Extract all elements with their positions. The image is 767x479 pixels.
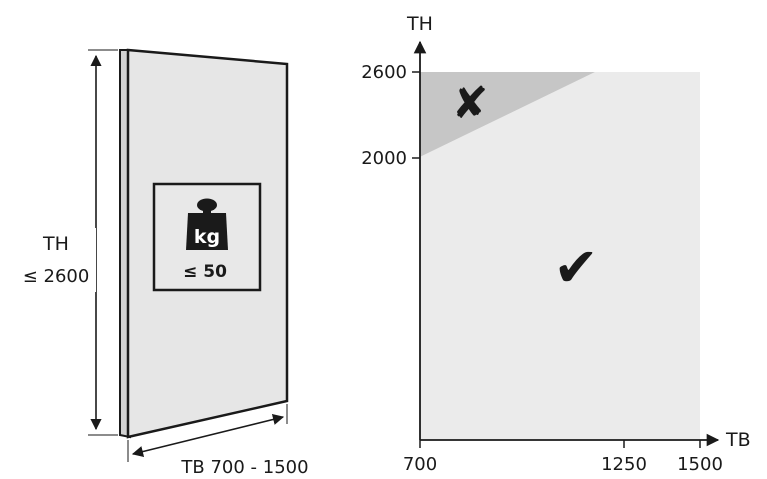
width-dimension-line — [131, 413, 285, 458]
x-axis-label: TB — [725, 429, 751, 451]
forbidden-cross-icon: ✘ — [452, 78, 489, 129]
width-dimension: TB 700 - 1500 — [127, 404, 309, 478]
weight-icon: kg — [186, 198, 228, 250]
x-tick-700: 700 — [403, 454, 437, 475]
height-label: TH — [42, 233, 69, 255]
x-tick-1250: 1250 — [601, 454, 647, 475]
weight-icon-text: kg — [194, 226, 220, 248]
height-limit-label: ≤ 2600 — [23, 266, 90, 287]
weight-limit-label: ≤ 50 — [183, 262, 227, 282]
width-label: TB 700 - 1500 — [180, 457, 308, 478]
y-axis-label: TH — [406, 13, 433, 35]
x-tick-1500: 1500 — [677, 454, 723, 475]
height-dimension: TH ≤ 2600 — [16, 49, 118, 436]
y-tick-2600: 2600 — [361, 62, 407, 83]
door-illustration: kg ≤ 50 — [119, 48, 289, 439]
allowed-check-icon: ✔ — [553, 236, 598, 299]
allowed-region — [420, 72, 700, 440]
limits-chart: TH TB 2600 2000 700 1250 1500 ✘ ✔ — [361, 13, 750, 475]
y-tick-2000: 2000 — [361, 148, 407, 169]
forbidden-region — [420, 72, 595, 157]
